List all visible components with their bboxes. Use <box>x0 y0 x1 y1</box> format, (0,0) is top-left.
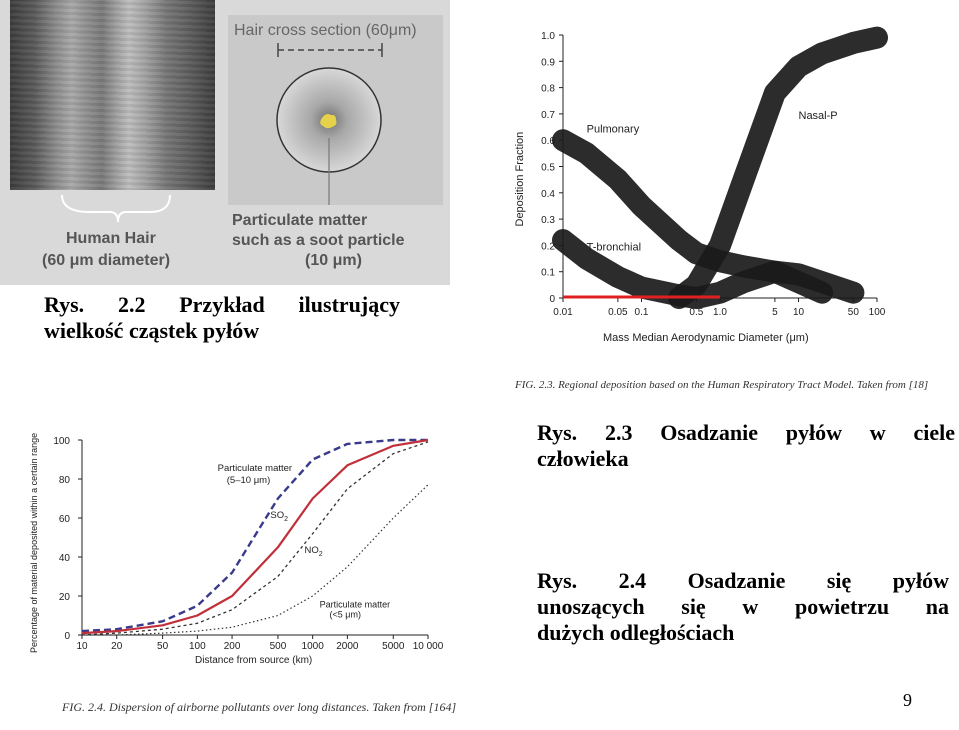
disp-x-tick-label-100: 100 <box>189 641 206 652</box>
particle-label-line2: such as a soot particle <box>232 232 405 249</box>
dep-y-tick-label-0-2: 0.2 <box>541 241 555 252</box>
dep-label-t-bronchial: T-bronchial <box>587 242 641 254</box>
human-hair-size: (60 μm diameter) <box>42 252 171 269</box>
disp-line-particulate-matter-5-m <box>82 484 429 636</box>
dep-x-tick-label-0-5: 0.5 <box>689 307 703 318</box>
deposition-chart: 0 0.1 0.2 0.3 0.4 0.5 0.6 0.7 0.8 0.9 1.0 0.01 0.05 0… <box>514 26 888 344</box>
hair-width-brace <box>61 194 171 223</box>
dispersion-axes: 0 20 40 60 80 100 10 20 50 100 200 500 1000 2000 5000 1… <box>29 433 444 666</box>
disp-line-so2 <box>81 438 429 635</box>
dep-y-tick-label-0-3: 0.3 <box>541 215 555 226</box>
disp-x-tick-label-20: 20 <box>111 641 123 652</box>
dep-label-pulmonary: Pulmonary <box>587 123 640 135</box>
disp-x-tick-label-5000: 5000 <box>382 641 405 652</box>
disp-label-pm-large-1: Particulate matter <box>218 463 292 474</box>
dep-label-nasal-p: Nasal-P <box>799 110 838 122</box>
disp-y-tick-label-80: 80 <box>59 475 71 486</box>
caption-fig-2-4-line2: unoszących się w powietrzu na <box>537 594 949 619</box>
dep-x-tick-label-100: 100 <box>869 307 886 318</box>
caption-fig-2-2-line2: wielkość cząstek pyłów <box>44 318 260 343</box>
particle-label-line1: Particulate matter <box>232 212 368 229</box>
hair-figure-overlay <box>61 15 443 223</box>
disp-x-tick-label-10: 10 <box>76 641 88 652</box>
disp-y-tick-label-20: 20 <box>59 592 71 603</box>
dispersion-lines <box>81 438 429 636</box>
deposition-bands <box>552 26 888 309</box>
disp-x-tick-label-500: 500 <box>270 641 287 652</box>
caption-fig-2-2-line1: Rys. 2.2 Przykład ilustrujący <box>44 292 400 317</box>
disp-x-tick-label-50: 50 <box>157 641 169 652</box>
dep-x-tick-label-50: 50 <box>848 307 860 318</box>
soot-particle <box>320 114 337 129</box>
disp-label-pm-large-2: (5–10 μm) <box>227 475 271 486</box>
caption-fig-2-3-line2: człowieka <box>537 446 629 471</box>
caption-fig-2-2: Rys. 2.2 Przykład ilustrujący wielkość c… <box>44 292 400 344</box>
disp-y-tick-label-100: 100 <box>53 436 70 447</box>
disp-x-tick-label-200: 200 <box>224 641 241 652</box>
dep-x-tick-label-0-05: 0.05 <box>608 307 628 318</box>
disp-x-tick-label-10-000: 10 000 <box>413 641 444 652</box>
dispersion-chart: 0 20 40 60 80 100 10 20 50 100 200 500 1000 2000 5000 1… <box>29 433 444 666</box>
dep-y-tick-label-0-7: 0.7 <box>541 110 555 121</box>
disp-line-particulate-matter-5-10-m <box>81 438 428 633</box>
human-hair-label: Human Hair <box>66 230 156 247</box>
dep-y-tick-label-0: 0 <box>549 294 555 305</box>
page-number: 9 <box>903 690 912 710</box>
dep-band-t-bronchial <box>552 229 865 309</box>
disp-x-tick-label-2000: 2000 <box>336 641 359 652</box>
dep-x-tick-label-5: 5 <box>772 307 778 318</box>
caption-fig-2-4-line1: Rys. 2.4 Osadzanie się pyłów <box>537 568 949 593</box>
disp-label-so2-sub: 2 <box>284 516 288 523</box>
disp-label-pm-small-2: (<5 μm) <box>330 609 361 619</box>
dep-y-tick-label-0-8: 0.8 <box>541 84 555 95</box>
dep-y-axis-label: Deposition Fraction <box>514 132 526 227</box>
dep-x-axis-label: Mass Median Aerodynamic Diameter (μm) <box>603 332 809 344</box>
caption-fig-2-4: Rys. 2.4 Osadzanie się pyłów unoszących … <box>537 568 949 646</box>
disp-label-no2: NO2 <box>305 545 323 558</box>
caption-fig-2-4-line3: dużych odległościach <box>537 620 735 645</box>
dep-band-nasal-p <box>668 26 888 309</box>
disp-y-tick-label-0: 0 <box>64 631 70 642</box>
dep-y-tick-label-0-9: 0.9 <box>541 57 555 68</box>
disp-y-tick-label-60: 60 <box>59 514 71 525</box>
disp-x-tick-label-1000: 1000 <box>302 641 325 652</box>
disp-label-pm-small-1: Particulate matter <box>320 600 391 610</box>
dep-y-tick-label-1-0: 1.0 <box>541 31 555 42</box>
fig-2-3-source-note: FIG. 2.3. Regional deposition based on t… <box>515 379 929 391</box>
hair-strand-photo <box>10 0 215 190</box>
dep-x-tick-label-10: 10 <box>793 307 805 318</box>
dep-y-tick-label-0-5: 0.5 <box>541 163 555 174</box>
cross-section-title: Hair cross section (60μm) <box>234 22 417 39</box>
disp-x-axis-label: Distance from source (km) <box>195 655 312 666</box>
dep-y-tick-label-0-4: 0.4 <box>541 189 555 200</box>
dispersion-labels: Particulate matter(5–10 μm)SO2NO2Particu… <box>218 463 391 619</box>
dep-x-tick-label-1-0: 1.0 <box>713 307 727 318</box>
dep-x-tick-label-0-01: 0.01 <box>553 307 573 318</box>
dep-y-tick-label-0-1: 0.1 <box>541 268 555 279</box>
deposition-labels: Pulmonary T-bronchial Nasal-P <box>587 110 838 254</box>
disp-line-no2 <box>81 441 429 636</box>
disp-y-tick-label-40: 40 <box>59 553 71 564</box>
disp-y-axis-label: Percentage of material deposited within … <box>29 433 39 653</box>
disp-label-so2: SO2 <box>270 510 288 523</box>
fig-2-4-source-note: FIG. 2.4. Dispersion of airborne polluta… <box>62 700 457 714</box>
hair-figure-panel: Hair cross section (60μm) Human Hair (60… <box>0 0 450 285</box>
particle-size: (10 μm) <box>305 252 362 269</box>
caption-fig-2-3: Rys. 2.3 Osadzanie pyłów w ciele człowie… <box>537 420 955 472</box>
disp-label-no2-sub: 2 <box>319 551 323 558</box>
dep-x-tick-label-0-1: 0.1 <box>635 307 649 318</box>
dep-y-tick-label-0-6: 0.6 <box>541 136 555 147</box>
caption-fig-2-3-line1: Rys. 2.3 Osadzanie pyłów w ciele <box>537 420 955 445</box>
dispersion-panel <box>5 355 475 720</box>
